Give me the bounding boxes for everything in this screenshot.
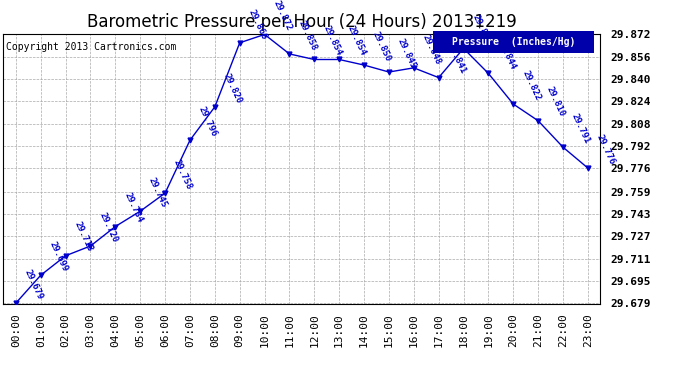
Text: 29.854: 29.854 (322, 24, 343, 57)
Text: 29.745: 29.745 (147, 176, 169, 209)
Text: 29.791: 29.791 (570, 112, 592, 145)
Text: 29.713: 29.713 (72, 220, 95, 254)
Text: 29.858: 29.858 (297, 19, 318, 52)
Text: 29.796: 29.796 (197, 105, 219, 138)
Text: 29.854: 29.854 (346, 24, 368, 57)
Text: 29.776: 29.776 (595, 133, 617, 166)
Text: 29.822: 29.822 (520, 69, 542, 102)
Text: 29.679: 29.679 (23, 268, 45, 301)
Text: 29.862: 29.862 (471, 13, 492, 46)
Text: 29.848: 29.848 (421, 33, 442, 66)
Text: 29.734: 29.734 (122, 191, 144, 224)
Text: 29.699: 29.699 (48, 240, 70, 273)
Title: Barometric Pressure per Hour (24 Hours) 20131219: Barometric Pressure per Hour (24 Hours) … (87, 13, 517, 31)
Text: 29.841: 29.841 (446, 42, 467, 75)
Text: 29.820: 29.820 (221, 72, 244, 105)
Text: 29.850: 29.850 (371, 30, 393, 63)
Text: 29.758: 29.758 (172, 158, 194, 191)
Text: 29.866: 29.866 (246, 8, 268, 40)
Text: 29.845: 29.845 (396, 37, 417, 70)
Text: 29.872: 29.872 (272, 0, 293, 32)
Text: 29.720: 29.720 (97, 211, 119, 244)
Text: 29.844: 29.844 (495, 38, 517, 71)
Text: 29.810: 29.810 (545, 86, 567, 118)
Text: Copyright 2013 Cartronics.com: Copyright 2013 Cartronics.com (6, 42, 177, 52)
